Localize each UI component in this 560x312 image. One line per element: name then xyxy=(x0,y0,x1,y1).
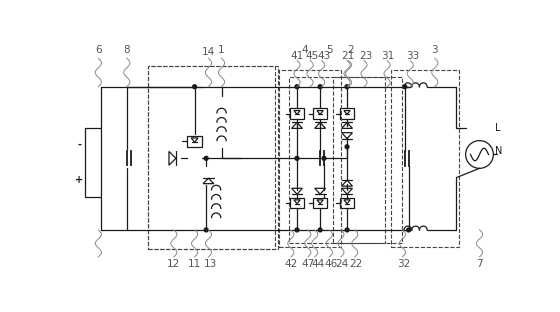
Circle shape xyxy=(403,85,407,89)
Text: 24: 24 xyxy=(335,259,348,269)
Circle shape xyxy=(204,228,208,232)
Circle shape xyxy=(345,145,349,149)
Text: 13: 13 xyxy=(203,259,217,269)
Circle shape xyxy=(193,85,197,89)
Bar xyxy=(279,70,341,247)
Text: 4: 4 xyxy=(301,45,308,55)
Text: 11: 11 xyxy=(188,259,201,269)
Bar xyxy=(340,198,354,208)
Circle shape xyxy=(345,228,349,232)
Text: 41: 41 xyxy=(291,51,304,61)
Text: 43: 43 xyxy=(318,51,330,61)
Text: 47: 47 xyxy=(301,259,314,269)
Text: 45: 45 xyxy=(305,51,318,61)
Text: -: - xyxy=(77,139,81,149)
Text: 21: 21 xyxy=(341,51,354,61)
Text: 23: 23 xyxy=(359,51,372,61)
Text: 44: 44 xyxy=(311,259,324,269)
Text: 1: 1 xyxy=(218,45,225,55)
Bar xyxy=(290,198,304,208)
Text: 12: 12 xyxy=(167,259,180,269)
Text: L: L xyxy=(495,123,501,133)
Bar xyxy=(313,109,327,119)
Circle shape xyxy=(295,156,299,160)
Circle shape xyxy=(407,228,410,232)
Text: 42: 42 xyxy=(284,259,297,269)
Circle shape xyxy=(204,156,208,160)
Bar xyxy=(333,77,403,243)
Circle shape xyxy=(318,85,322,89)
Bar xyxy=(148,66,278,249)
Circle shape xyxy=(322,156,326,160)
Text: 14: 14 xyxy=(202,47,215,57)
Text: +: + xyxy=(75,175,83,185)
Circle shape xyxy=(345,85,349,89)
Text: 22: 22 xyxy=(349,259,363,269)
Bar xyxy=(187,136,202,147)
Text: 32: 32 xyxy=(398,259,410,269)
Text: 33: 33 xyxy=(406,51,419,61)
Text: 8: 8 xyxy=(124,45,130,55)
Text: 31: 31 xyxy=(381,51,394,61)
Bar xyxy=(313,198,327,208)
Circle shape xyxy=(318,228,322,232)
Text: N: N xyxy=(495,146,502,156)
Circle shape xyxy=(295,228,299,232)
Bar xyxy=(391,70,459,247)
Bar xyxy=(85,128,101,197)
Bar xyxy=(340,109,354,119)
Bar xyxy=(288,77,385,243)
Text: 7: 7 xyxy=(476,259,483,269)
Bar xyxy=(148,66,276,249)
Bar xyxy=(290,109,304,119)
Text: 5: 5 xyxy=(326,45,333,55)
Text: 2: 2 xyxy=(347,45,353,55)
Text: 3: 3 xyxy=(432,45,438,55)
Text: 46: 46 xyxy=(324,259,338,269)
Text: 6: 6 xyxy=(95,45,102,55)
Circle shape xyxy=(295,85,299,89)
